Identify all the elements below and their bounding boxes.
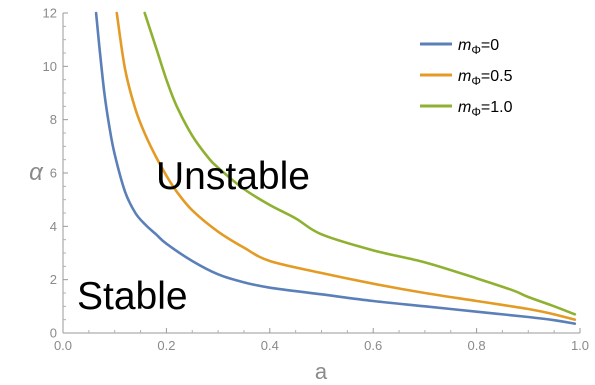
- x-axis-label: a: [315, 359, 328, 384]
- series-line-1: [115, 11, 577, 321]
- legend-label: mΦ=0: [458, 37, 499, 57]
- legend-label: mΦ=0.5: [458, 68, 513, 88]
- annotation-unstable: Unstable: [156, 155, 310, 198]
- x-tick-label: 0.8: [468, 338, 486, 353]
- annotation-stable: Stable: [77, 275, 188, 318]
- x-tick-label: 0.2: [157, 338, 175, 353]
- series-lines: [94, 11, 577, 325]
- y-tick-label: 4: [50, 219, 57, 234]
- x-ticks: 0.0 0.2 0.4 0.6 0.8 1.0: [54, 328, 589, 353]
- y-tick-label: 2: [50, 272, 57, 287]
- legend: mΦ=0 mΦ=0.5 mΦ=1.0: [420, 37, 513, 119]
- y-tick-label: 12: [43, 6, 57, 21]
- legend-item-2: mΦ=1.0: [420, 99, 513, 119]
- y-ticks: 0 2 4 6 8 10 12: [43, 6, 68, 341]
- x-tick-label: 1.0: [571, 338, 589, 353]
- legend-label: mΦ=1.0: [458, 99, 513, 119]
- y-tick-label: 10: [43, 59, 57, 74]
- y-tick-label: 6: [50, 166, 57, 181]
- x-tick-label: 0.0: [54, 338, 72, 353]
- legend-item-0: mΦ=0: [420, 37, 499, 57]
- y-axis-label: α: [29, 159, 44, 186]
- series-line-2: [143, 11, 577, 316]
- x-tick-label: 0.4: [261, 338, 279, 353]
- x-tick-label: 0.6: [364, 338, 382, 353]
- y-tick-label: 0: [50, 326, 57, 341]
- series-line-0: [94, 11, 577, 325]
- legend-item-1: mΦ=0.5: [420, 68, 513, 88]
- y-tick-label: 8: [50, 112, 57, 127]
